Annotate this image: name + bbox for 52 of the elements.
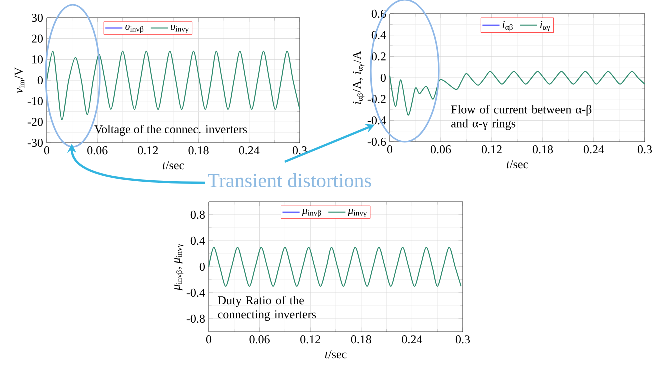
x-tick-label: 0.06 xyxy=(250,336,270,344)
y-axis-title: μ$_{invβ}$, μ$_{invγ}$ xyxy=(174,244,184,291)
y-tick-label: 30 xyxy=(32,14,44,22)
x-tick-label: 0.24 xyxy=(239,146,260,155)
y-tick-label: -0.4 xyxy=(368,116,386,125)
x-tick-label: 0.18 xyxy=(532,146,554,154)
y-axis-title: i$_{αβ}$/A, i$_{αγ}$/A xyxy=(353,51,365,104)
text: Transient distortions xyxy=(208,173,372,188)
legend-label: i$_{αβ}$ xyxy=(502,21,513,32)
x-tick-label: 0 xyxy=(387,146,393,154)
annotation: Flow of current between α-β and α-γ rings xyxy=(451,105,592,130)
y-tick-label: 0 xyxy=(200,262,206,272)
line-series xyxy=(390,71,646,116)
x-tick-label: 0.12 xyxy=(482,146,502,154)
x-tick-label: 0 xyxy=(44,146,50,155)
y-tick-label: 0.6 xyxy=(372,10,386,18)
y-tick-label: 0.2 xyxy=(372,52,386,61)
annotation: Duty Ratio of the connecting inverters xyxy=(218,296,316,322)
y-tick-label: 0.8 xyxy=(190,210,206,220)
x-axis-title: t/sec xyxy=(162,162,184,170)
y-tick-label: 0.4 xyxy=(190,236,206,246)
y-tick-label: 10 xyxy=(32,56,44,64)
y-tick-label: -0.8 xyxy=(186,314,206,324)
y-tick-label: -10 xyxy=(28,97,44,106)
x-axis-title: t/sec xyxy=(506,160,528,169)
x-tick-label: 0.12 xyxy=(300,336,320,344)
x-tick-label: 0.24 xyxy=(402,336,423,344)
x-tick-label: 0.18 xyxy=(351,336,372,344)
x-tick-label: 0.06 xyxy=(430,146,452,154)
y-tick-label: -20 xyxy=(28,118,44,126)
x-tick-label: 0.24 xyxy=(584,146,604,154)
y-tick-label: 20 xyxy=(32,34,44,43)
x-tick-label: 0.3 xyxy=(638,146,652,154)
line-series xyxy=(46,50,300,121)
x-tick-label: 0 xyxy=(206,336,212,344)
legend-label: i$_{αγ}$ xyxy=(540,21,550,32)
x-tick-label: 0.12 xyxy=(138,146,158,155)
legend-label: υ$_{invβ}$ xyxy=(126,24,144,34)
legend-label: μ$_{invβ}$ xyxy=(302,209,322,218)
annotation: Voltage of the connec. inverters xyxy=(94,124,248,136)
x-tick-label: 0.3 xyxy=(456,336,470,344)
x-axis-title: t/sec xyxy=(325,350,347,359)
y-tick-label: -0.4 xyxy=(186,288,206,298)
x-tick-label: 0.06 xyxy=(88,146,108,155)
y-tick-label: -0.6 xyxy=(368,138,386,146)
legend-label: υ$_{invγ}$ xyxy=(171,24,189,34)
y-axis-title: v$_{im}$/V xyxy=(14,67,25,94)
legend-label: μ$_{invγ}$ xyxy=(348,209,367,218)
y-tick-label: 0 xyxy=(380,74,386,82)
x-tick-label: 0.18 xyxy=(188,146,209,155)
y-tick-label: 0 xyxy=(38,76,44,85)
y-tick-label: -30 xyxy=(28,138,44,148)
